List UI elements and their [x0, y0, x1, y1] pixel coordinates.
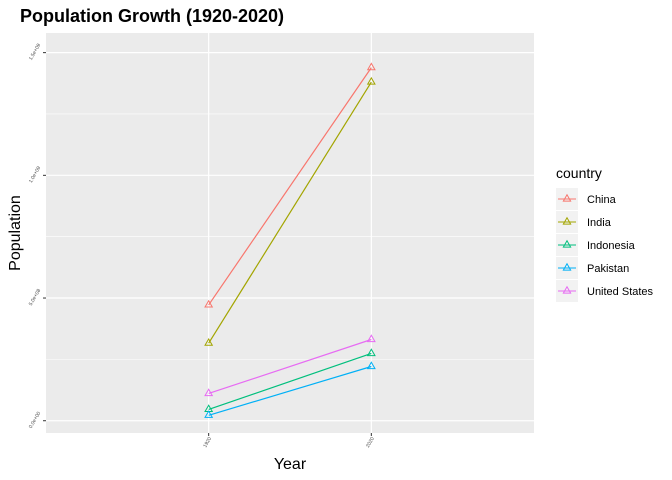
series-line: [208, 67, 372, 306]
legend-key-marker: [562, 239, 572, 248]
series-layer: [204, 62, 376, 418]
data-point: [366, 361, 376, 370]
data-point: [366, 334, 376, 343]
grid-major: [46, 33, 534, 433]
data-point: [204, 299, 214, 308]
y-axis-title: Population: [7, 195, 24, 271]
data-point: [204, 410, 214, 418]
x-tick-label: 1920: [202, 436, 213, 449]
series-line: [208, 338, 372, 395]
x-axis-title: Year: [274, 456, 307, 473]
chart-title: Population Growth (1920-2020): [20, 6, 284, 26]
y-tick-label: 0.0e+00: [28, 411, 42, 430]
legend-label: United States: [587, 286, 654, 298]
y-tick-label: 5.0e+08: [28, 288, 42, 307]
legend-title: country: [556, 165, 602, 181]
data-point: [366, 348, 376, 357]
legend-key-marker: [562, 285, 572, 294]
legend-key-marker: [562, 193, 572, 202]
legend-key-marker: [562, 216, 572, 225]
legend: country China India Indonesia Pakistan Unite…: [556, 165, 654, 302]
data-point: [366, 76, 376, 85]
legend-label: Indonesia: [587, 240, 636, 252]
legend-key-marker: [562, 262, 572, 271]
series-line: [208, 352, 372, 411]
legend-label: China: [587, 194, 617, 206]
legend-label: India: [587, 217, 612, 229]
series-line: [208, 365, 372, 416]
data-point: [204, 388, 214, 397]
y-tick-label: 1.0e+09: [28, 165, 42, 184]
y-tick-labels: 0.0e+00 5.0e+08 1.0e+09 1.5e+09: [28, 43, 42, 430]
x-tick-labels: 1920 2020: [202, 436, 376, 449]
y-tick-label: 1.5e+09: [28, 43, 42, 62]
x-tick-label: 2020: [365, 436, 376, 449]
data-point: [366, 62, 376, 71]
data-point: [204, 337, 214, 346]
axis-ticks: [43, 52, 372, 436]
series-line: [208, 81, 372, 344]
legend-label: Pakistan: [587, 263, 629, 275]
plot-panel: [46, 33, 534, 433]
grid-minor: [46, 113, 534, 360]
